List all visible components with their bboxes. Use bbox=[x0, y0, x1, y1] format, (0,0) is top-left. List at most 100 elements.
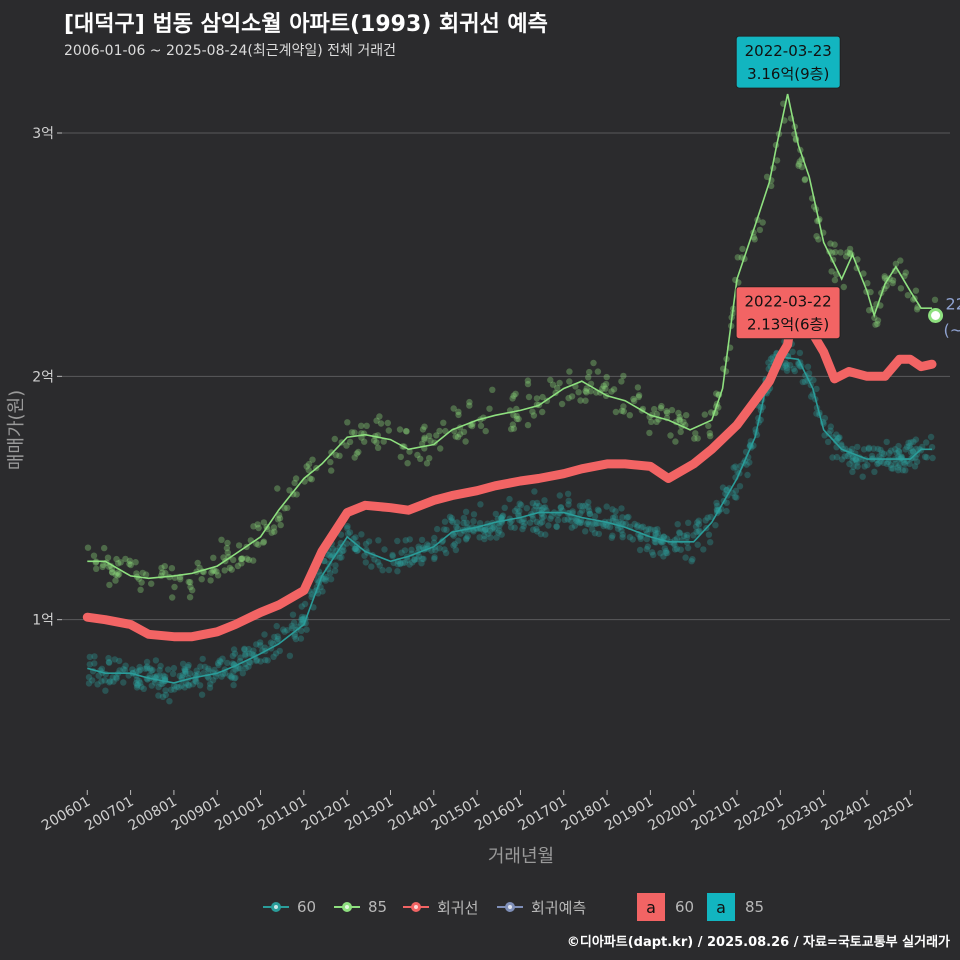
scatter-point-60 bbox=[289, 611, 297, 618]
scatter-point-85 bbox=[763, 173, 771, 180]
scatter-point-60 bbox=[298, 616, 305, 623]
scatter-point-60 bbox=[457, 530, 464, 537]
x-tick-label: 201201 bbox=[299, 794, 353, 835]
scatter-point-85 bbox=[694, 435, 701, 442]
forecast-marker bbox=[928, 308, 944, 323]
scatter-point-60 bbox=[538, 506, 545, 514]
scatter-point-60 bbox=[736, 483, 744, 490]
scatter-point-85 bbox=[667, 432, 674, 439]
scatter-point-85 bbox=[370, 437, 378, 444]
scatter-point-60 bbox=[134, 682, 141, 689]
scatter-point-60 bbox=[573, 516, 580, 524]
legend-item-regression: 회귀선 bbox=[403, 893, 478, 921]
scatter-point-85 bbox=[270, 524, 278, 531]
scatter-point-60 bbox=[322, 577, 329, 584]
scatter-point-60 bbox=[246, 650, 253, 657]
scatter-point-60 bbox=[612, 508, 619, 515]
scatter-point-60 bbox=[514, 511, 522, 518]
scatter-point-60 bbox=[606, 523, 614, 531]
scatter-point-60 bbox=[327, 576, 335, 583]
scatter-point-85 bbox=[274, 516, 282, 523]
scatter-point-85 bbox=[583, 389, 590, 396]
scatter-point-60 bbox=[167, 686, 175, 693]
scatter-point-85 bbox=[223, 544, 231, 552]
scatter-point-60 bbox=[192, 677, 199, 684]
scatter-point-60 bbox=[556, 492, 563, 499]
series-line-regression bbox=[82, 294, 937, 642]
scatter-point-60 bbox=[102, 687, 109, 694]
scatter-point-60 bbox=[846, 460, 853, 468]
scatter-point-60 bbox=[919, 443, 926, 451]
scatter-point-60 bbox=[533, 518, 541, 526]
scatter-point-60 bbox=[477, 501, 484, 508]
chart-plot: 1억 2억 3억 2006012007012008012009012010012011… bbox=[6, 35, 960, 867]
scatter-point-85 bbox=[226, 564, 233, 572]
scatter-point-60 bbox=[654, 530, 662, 537]
scatter-point-85 bbox=[892, 260, 900, 267]
scatter-point-60 bbox=[591, 520, 599, 528]
scatter-point-85 bbox=[610, 386, 618, 393]
scatter-point-60 bbox=[887, 447, 895, 454]
scatter-point-60 bbox=[660, 533, 667, 540]
scatter-point-85 bbox=[115, 571, 123, 578]
scatter-point-85 bbox=[692, 430, 699, 437]
scatter-point-60 bbox=[865, 444, 873, 451]
scatter-point-60 bbox=[905, 439, 912, 446]
scatter-point-60 bbox=[903, 443, 911, 451]
scatter-point-60 bbox=[179, 671, 186, 679]
scatter-point-85 bbox=[303, 463, 310, 470]
scatter-point-85 bbox=[286, 487, 293, 494]
scatter-point-60 bbox=[162, 691, 169, 699]
scatter-point-60 bbox=[399, 559, 407, 567]
scatter-point-60 bbox=[854, 443, 861, 451]
scatter-point-60 bbox=[523, 505, 530, 512]
scatter-point-60 bbox=[481, 535, 488, 543]
scatter-point-85 bbox=[218, 536, 225, 543]
scatter-point-85 bbox=[243, 555, 251, 562]
legend-label-forecast: 회귀예측 bbox=[531, 898, 587, 917]
scatter-point-85 bbox=[293, 491, 300, 498]
scatter-point-60 bbox=[344, 523, 351, 530]
scatter-point-60 bbox=[927, 433, 935, 441]
scatter-point-85 bbox=[127, 561, 134, 569]
scatter-point-60 bbox=[197, 663, 204, 670]
scatter-point-60 bbox=[434, 525, 441, 533]
scatter-point-60 bbox=[438, 538, 446, 545]
scatter-point-60 bbox=[149, 666, 156, 674]
scatter-point-60 bbox=[322, 573, 330, 581]
scatter-point-85 bbox=[602, 385, 609, 392]
annotation-max-85: 2022-03-23 3.16억(9층) bbox=[735, 35, 841, 89]
scatter-point-85 bbox=[373, 439, 380, 446]
scatter-point-60 bbox=[542, 531, 549, 538]
scatter-point-85 bbox=[114, 569, 121, 576]
scatter-point-85 bbox=[658, 402, 665, 410]
x-tick-label: 201001 bbox=[212, 794, 266, 835]
scatter-point-85 bbox=[707, 432, 714, 440]
scatter-point-60 bbox=[700, 546, 707, 553]
scatter-point-85 bbox=[515, 415, 522, 423]
scatter-point-85 bbox=[373, 417, 380, 424]
scatter-point-60 bbox=[214, 660, 222, 667]
scatter-point-60 bbox=[912, 436, 920, 443]
scatter-point-60 bbox=[604, 523, 611, 530]
scatter-point-85 bbox=[331, 435, 338, 443]
y-tick-label: 1억 bbox=[32, 613, 54, 629]
scatter-point-60 bbox=[618, 527, 625, 534]
scatter-point-85 bbox=[582, 397, 589, 404]
scatter-point-85 bbox=[612, 408, 620, 416]
scatter-point-60 bbox=[492, 510, 499, 518]
scatter-point-60 bbox=[110, 678, 117, 685]
scatter-point-85 bbox=[663, 408, 670, 415]
scatter-point-85 bbox=[796, 158, 803, 165]
scatter-point-60 bbox=[245, 645, 252, 653]
x-tick-label: 202401 bbox=[819, 794, 873, 835]
scatter-point-60 bbox=[411, 556, 418, 564]
chart-legend: 60 85 회귀선 회귀예측 a 60 a 85 bbox=[0, 893, 960, 921]
scatter-point-85 bbox=[440, 419, 447, 426]
scatter-point-60 bbox=[585, 507, 593, 514]
scatter-point-60 bbox=[111, 656, 119, 663]
legend-box-85: a bbox=[707, 893, 735, 921]
scatter-point-60 bbox=[280, 626, 287, 633]
scatter-point-60 bbox=[637, 535, 644, 542]
scatter-point-60 bbox=[122, 662, 129, 669]
